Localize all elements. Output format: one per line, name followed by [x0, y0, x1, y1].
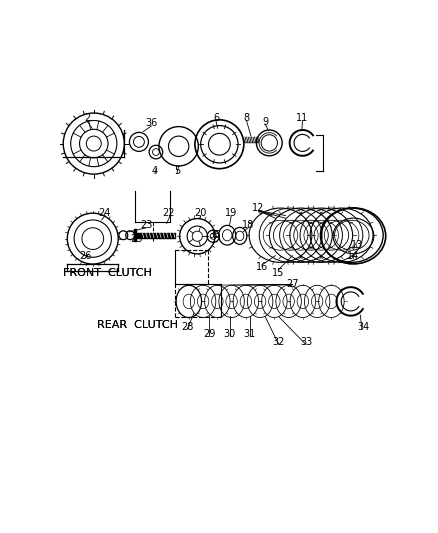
Text: 12: 12	[252, 203, 265, 213]
Text: 23: 23	[140, 220, 152, 230]
Text: 15: 15	[272, 268, 284, 278]
Text: 26: 26	[79, 251, 92, 261]
Text: 8: 8	[244, 113, 250, 123]
Text: 22: 22	[162, 208, 175, 218]
Text: 14: 14	[347, 251, 360, 261]
Text: 24: 24	[98, 208, 110, 218]
Text: 33: 33	[300, 337, 312, 347]
Text: 30: 30	[223, 329, 236, 338]
Text: 18: 18	[242, 220, 254, 230]
Text: REAR  CLUTCH: REAR CLUTCH	[97, 320, 178, 330]
Text: FRONT  CLUTCH: FRONT CLUTCH	[63, 268, 152, 278]
Text: 35: 35	[208, 230, 220, 240]
Text: 20: 20	[194, 208, 207, 218]
Text: 25: 25	[130, 233, 142, 244]
Text: 31: 31	[244, 329, 256, 338]
Text: 19: 19	[225, 208, 237, 218]
Text: 4: 4	[152, 166, 158, 176]
Text: 13: 13	[351, 240, 363, 251]
Text: 5: 5	[174, 166, 180, 176]
Text: 29: 29	[203, 329, 215, 338]
Text: 36: 36	[145, 118, 158, 128]
Text: REAR  CLUTCH: REAR CLUTCH	[97, 320, 178, 330]
Text: 32: 32	[272, 337, 285, 347]
Text: 16: 16	[256, 262, 268, 272]
Text: 28: 28	[181, 322, 193, 332]
Text: 6: 6	[213, 113, 219, 123]
Text: 11: 11	[297, 113, 309, 123]
Text: 34: 34	[357, 322, 370, 332]
Text: 2: 2	[84, 113, 90, 123]
Text: 9: 9	[262, 117, 268, 126]
Text: FRONT  CLUTCH: FRONT CLUTCH	[63, 268, 152, 278]
Text: 27: 27	[286, 279, 299, 289]
